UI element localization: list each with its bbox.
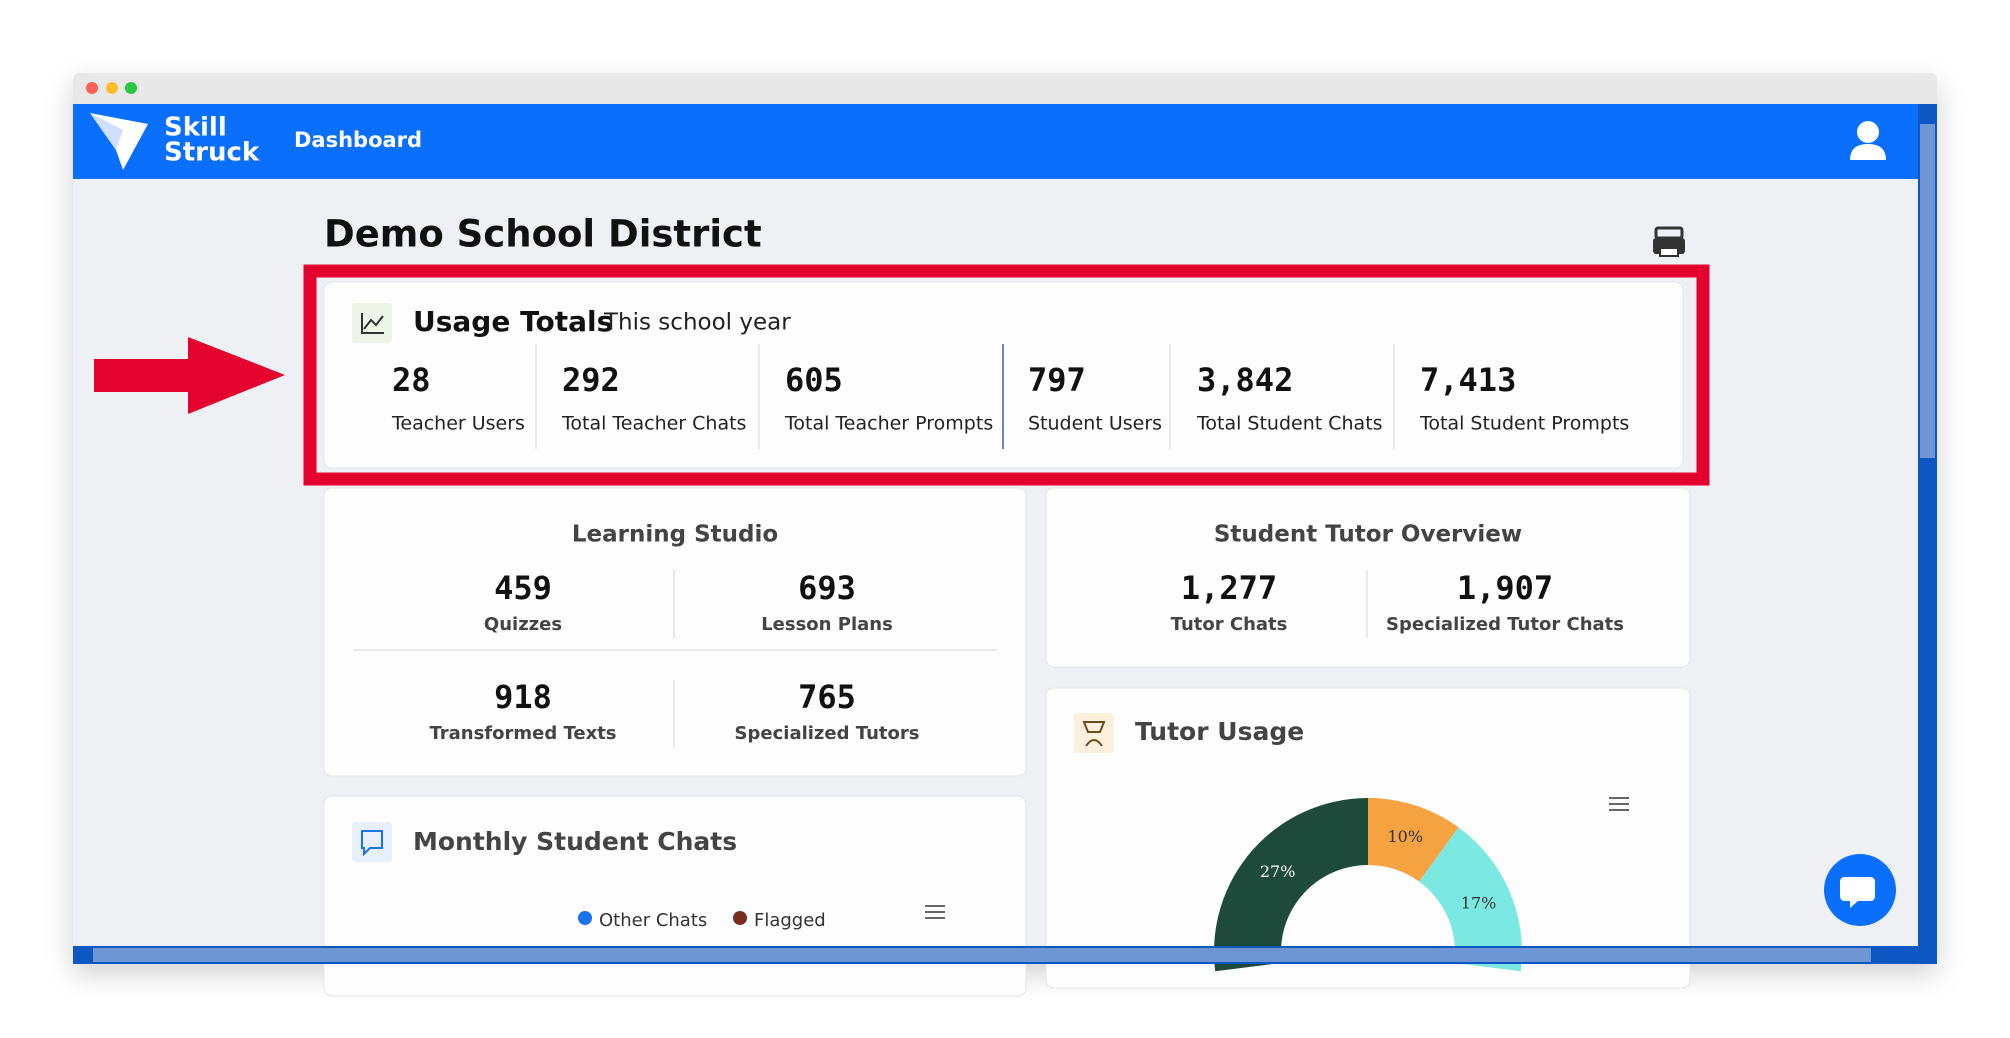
legend: Other Chats Flagged [578, 910, 826, 931]
data-label: 10% [1387, 827, 1423, 846]
stat-value: 1,907 [1457, 569, 1553, 607]
legend-swatch [578, 911, 592, 925]
stat-value: 1,277 [1181, 569, 1277, 607]
stat-value: 292 [562, 361, 620, 399]
stat-value: 3,842 [1197, 361, 1293, 399]
stat-value: 605 [785, 361, 843, 399]
monthly-chats-card [323, 795, 1027, 997]
title-bar [73, 73, 1937, 104]
stat-label: Lesson Plans [761, 614, 893, 635]
stat-label: Tutor Chats [1171, 614, 1288, 635]
printer-paper [1659, 247, 1679, 257]
card-title: Usage Totals [413, 305, 613, 338]
card-title: Tutor Usage [1135, 717, 1304, 746]
stat-value: 918 [494, 678, 552, 716]
logo-text: Skill [164, 113, 227, 143]
stat-label: Total Teacher Chats [561, 413, 746, 435]
donut-chart: 10% 17% 27% [1214, 798, 1522, 972]
learning-studio-card [323, 487, 1027, 777]
card-title: Monthly Student Chats [413, 827, 737, 856]
donut-segment [1419, 827, 1522, 972]
chart-menu[interactable] [1609, 797, 1629, 811]
close-dot[interactable] [86, 82, 98, 94]
chart-menu[interactable] [925, 905, 945, 919]
highlight-box [303, 264, 1710, 486]
usage-stats: 28 Teacher Users 292 Total Teacher Chats 605… [391, 344, 1629, 449]
stat-label: Specialized Tutors [735, 723, 920, 744]
chat-icon [361, 830, 383, 857]
chat-icon-bg [352, 822, 392, 862]
tutor-icon [1082, 721, 1106, 747]
legend-label[interactable]: Other Chats [599, 910, 707, 931]
tutor-stats: 1,277 Tutor Chats 1,907 Specialized Tutor C… [1171, 569, 1624, 635]
minimize-dot[interactable] [106, 82, 118, 94]
learning-stats: 459 Quizzes 693 Lesson Plans 918 Transformed … [429, 569, 919, 744]
user-head [1857, 121, 1879, 143]
h-scroll-thumb[interactable] [93, 948, 1871, 962]
stat-value: 7,413 [1420, 361, 1516, 399]
stat-label: Quizzes [484, 614, 562, 635]
card-subtitle: This school year [603, 310, 791, 336]
stat-label: Total Student Chats [1196, 413, 1383, 435]
legend-swatch [733, 911, 747, 925]
tutor-overview-card [1045, 487, 1691, 668]
stat-value: 459 [494, 569, 552, 607]
page-title: Demo School District [324, 213, 762, 256]
nav-link[interactable]: Dashboard [294, 128, 422, 152]
stat-label: Total Student Prompts [1419, 413, 1629, 435]
stat-value: 28 [392, 361, 431, 399]
card-title: Learning Studio [572, 522, 778, 548]
logo[interactable]: Skill Struck [90, 113, 260, 171]
chat-button-icon [1840, 877, 1875, 908]
stat-value: 797 [1028, 361, 1086, 399]
data-label: 17% [1461, 894, 1497, 913]
stat-value: 765 [798, 678, 856, 716]
stat-label: Teacher Users [391, 413, 525, 435]
stat-label: Specialized Tutor Chats [1386, 614, 1624, 635]
card-title: Student Tutor Overview [1214, 522, 1522, 548]
logo-mark-fold [90, 113, 123, 150]
donut-segment [1368, 798, 1459, 882]
data-label: 27% [1260, 862, 1296, 881]
chart-icon [361, 313, 384, 334]
legend-label[interactable]: Flagged [754, 910, 826, 931]
header [73, 104, 1918, 179]
stat-label: Total Teacher Prompts [784, 413, 993, 435]
v-scroll-thumb[interactable] [1920, 124, 1935, 458]
stat-label: Student Users [1028, 413, 1162, 435]
stat-label: Transformed Texts [429, 723, 616, 744]
donut-segment [1214, 798, 1368, 972]
stat-value: 693 [798, 569, 856, 607]
user-body [1850, 144, 1886, 160]
print-icon[interactable] [1653, 226, 1685, 257]
arrow [94, 337, 285, 414]
maximize-dot[interactable] [125, 82, 137, 94]
user-icon[interactable] [1850, 121, 1886, 160]
logo-text: Struck [164, 138, 260, 168]
chart-icon-bg [352, 303, 392, 343]
